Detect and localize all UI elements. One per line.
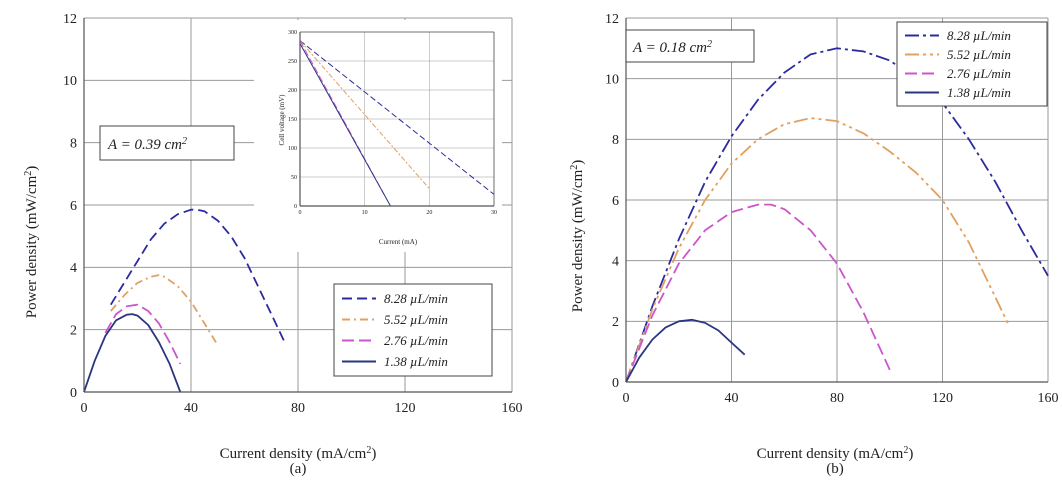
a-series-2 — [104, 303, 182, 365]
a-legend-label-1: 5.52 µL/min — [384, 312, 448, 327]
b-xtick-2: 80 — [830, 391, 844, 406]
panel-b-series — [625, 47, 1049, 383]
b-series-3 — [625, 318, 746, 383]
b-ytick-6: 12 — [605, 12, 619, 27]
b-legend-label-3: 1.38 µL/min — [947, 85, 1011, 100]
a-legend-label-0: 8.28 µL/min — [384, 291, 448, 306]
b-series-1 — [625, 117, 1010, 383]
a-xtick-4: 160 — [502, 401, 523, 416]
a-ytick-5: 10 — [63, 74, 77, 89]
panel-a-ylabel: Power density (mW/cm2) — [23, 166, 41, 318]
b-ytick-4: 8 — [612, 133, 619, 148]
b-series-2 — [625, 203, 891, 383]
b-legend-label-0: 8.28 µL/min — [947, 28, 1011, 43]
i-xtick-2: 20 — [426, 210, 432, 216]
panel-a-caption: (a) — [290, 461, 307, 477]
b-xtick-0: 0 — [623, 391, 630, 406]
b-legend-label-2: 2.76 µL/min — [947, 66, 1011, 81]
a-series-3 — [83, 313, 182, 393]
a-ytick-2: 4 — [70, 261, 77, 276]
a-ytick-0: 0 — [70, 386, 77, 401]
b-ytick-5: 10 — [605, 73, 619, 88]
b-ytick-0: 0 — [612, 376, 619, 391]
a-ytick-3: 6 — [70, 199, 77, 214]
panel-a-xlabel: Current density (mA/cm2) — [220, 445, 377, 463]
panel-b-caption: (b) — [826, 461, 844, 477]
i-ytick-0: 0 — [294, 204, 297, 210]
panel-b-xlabel: Current density (mA/cm2) — [757, 445, 914, 463]
i-xtick-1: 10 — [362, 210, 368, 216]
i-ytick-1: 50 — [291, 175, 297, 181]
b-ytick-2: 4 — [612, 255, 619, 270]
a-xtick-1: 40 — [184, 401, 198, 416]
panel-b-legend: 8.28 µL/min 5.52 µL/min 2.76 µL/min 1.38 µL… — [896, 21, 1048, 107]
panel-b-ylabel: Power density (mW/cm2) — [569, 160, 587, 312]
a-xtick-3: 120 — [395, 401, 416, 416]
b-ytick-3: 6 — [612, 194, 619, 209]
i-series-0 — [299, 40, 495, 195]
b-series-0 — [625, 47, 1049, 383]
i-ytick-3: 150 — [288, 117, 297, 123]
panel-a-series — [83, 208, 286, 393]
inset-xlabel: Current (mA) — [379, 238, 418, 246]
a-series-1 — [110, 274, 219, 346]
i-xtick-0: 0 — [299, 210, 302, 216]
i-ytick-5: 250 — [288, 59, 297, 65]
inset-series — [299, 40, 495, 207]
inset-ylabel: Cell voltage (mV) — [278, 94, 286, 146]
panel-a-legend: 8.28 µL/min 5.52 µL/min 2.76 µL/min 1.38 µL… — [333, 283, 493, 377]
panel-a-axes — [83, 18, 512, 393]
a-legend-label-2: 2.76 µL/min — [384, 333, 448, 348]
b-xtick-1: 40 — [725, 391, 739, 406]
a-ytick-6: 12 — [63, 12, 77, 27]
b-xtick-4: 160 — [1038, 391, 1059, 406]
a-xtick-2: 80 — [291, 401, 305, 416]
i-ytick-2: 100 — [288, 146, 297, 152]
a-legend-label-3: 1.38 µL/min — [384, 354, 448, 369]
a-ytick-1: 2 — [70, 324, 77, 339]
i-series-3 — [299, 43, 391, 207]
a-xtick-0: 0 — [81, 401, 88, 416]
i-ytick-6: 300 — [288, 30, 297, 36]
i-xtick-3: 30 — [491, 210, 497, 216]
a-ytick-4: 8 — [70, 137, 77, 152]
panel-b-area-box: A = 0.18 cm2 — [625, 29, 755, 63]
b-xtick-3: 120 — [932, 391, 953, 406]
panel-a-area-box: A = 0.39 cm2 — [99, 125, 235, 161]
panel-b-area-label: A = 0.18 cm2 — [632, 39, 712, 57]
panel-a-inset: 0 50 100 150 200 250 300 0 10 20 30 Current (mA) C… — [254, 20, 502, 252]
panel-a-area-label: A = 0.39 cm2 — [107, 136, 187, 154]
b-ytick-1: 2 — [612, 315, 619, 330]
inset-tick-labels: 0 50 100 150 200 250 300 0 10 20 30 — [288, 30, 497, 216]
i-ytick-4: 200 — [288, 88, 297, 94]
inset-axes — [299, 31, 495, 207]
b-legend-label-1: 5.52 µL/min — [947, 47, 1011, 62]
panel-b-axes — [625, 18, 1048, 383]
